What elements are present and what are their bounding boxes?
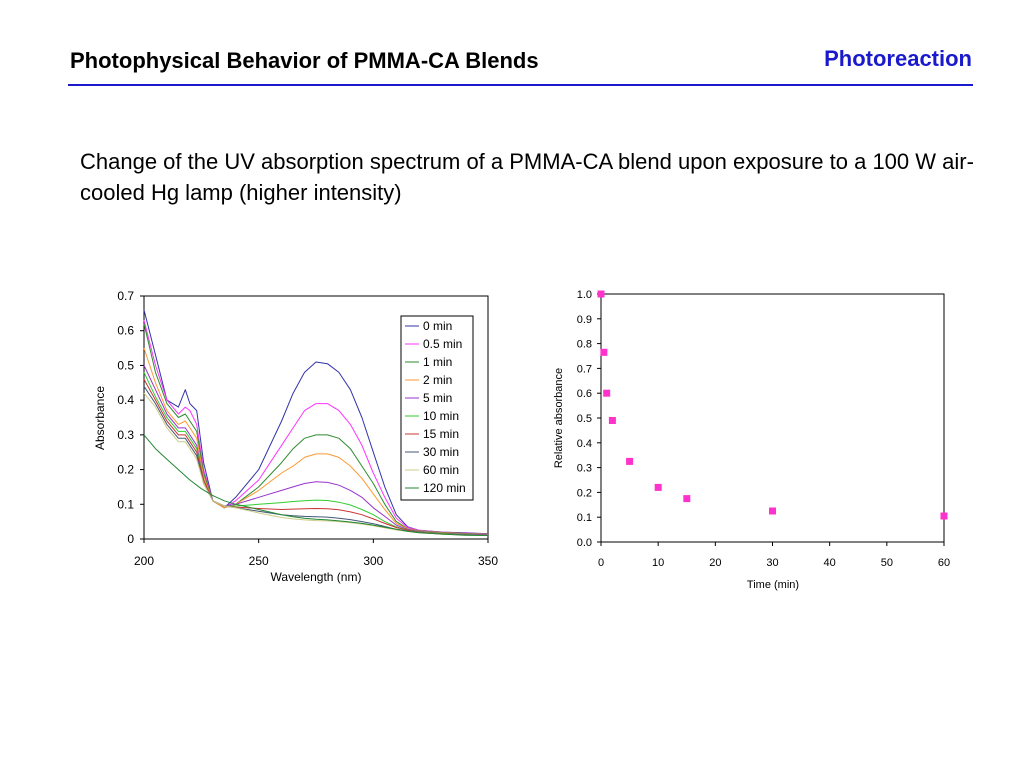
- spectrum-x-tick-label: 300: [363, 554, 383, 568]
- relative-y-tick-label: 0.3: [577, 463, 592, 475]
- spectrum-legend: 0 min 0.5 min 1 min 2 min 5 min 10 min 15 min 3…: [400, 315, 474, 501]
- spectrum-x-tick-label: 350: [478, 554, 498, 568]
- title-divider: [68, 84, 973, 86]
- spectrum-y-tick-label: 0.5: [117, 358, 134, 372]
- spectrum-axes: 0 0.1 0.2 0.3 0.4 0.5 0.6 0.7 200 250 300 350: [117, 289, 498, 568]
- spectrum-series-line: [143, 347, 489, 535]
- spectrum-series-line: [143, 309, 489, 535]
- spectrum-series-line: [143, 379, 489, 536]
- relative-data-point: [940, 512, 948, 520]
- relative-y-axis-label: Relative absorbance: [553, 368, 565, 468]
- relative-y-tick-label: 0.2: [577, 487, 592, 499]
- spectrum-series-line: [143, 320, 489, 535]
- relative-y-tick-label: 0.9: [577, 314, 592, 326]
- slide-title: Photophysical Behavior of PMMA-CA Blends: [70, 48, 539, 73]
- spectrum-y-tick-label: 0: [127, 532, 134, 546]
- spectrum-x-tick-label: 200: [134, 554, 154, 568]
- relative-y-tick-label: 0.4: [577, 438, 592, 450]
- spectrum-y-axis-label: Absorbance: [93, 386, 107, 450]
- spectrum-legend-box: [400, 315, 474, 501]
- relative-plot-frame: [600, 293, 945, 543]
- relative-data-point: [603, 389, 611, 397]
- relative-x-axis-label: Time (min): [747, 579, 799, 591]
- spectrum-plot-frame: [143, 295, 489, 540]
- relative-y-tick-label: 1.0: [577, 289, 592, 301]
- relative-y-tick-label: 0.7: [577, 363, 592, 375]
- relative-data-point: [600, 348, 608, 356]
- spectrum-y-tick-label: 0.1: [117, 497, 134, 511]
- legend-label: 2 min: [423, 373, 452, 387]
- spectrum-series-line: [143, 323, 489, 535]
- legend-label: 120 min: [423, 481, 466, 495]
- relative-data-point: [769, 507, 776, 515]
- relative-x-tick-label: 10: [652, 557, 664, 569]
- relative-x-tick-label: 30: [766, 557, 778, 569]
- spectrum-series-group: [143, 309, 489, 536]
- legend-label: 15 min: [423, 427, 459, 441]
- spectrum-series-line: [143, 365, 489, 536]
- relative-data-point: [597, 290, 605, 298]
- legend-label: 10 min: [423, 409, 459, 423]
- relative-y-tick-label: 0.5: [577, 413, 592, 425]
- legend-label: 30 min: [423, 445, 459, 459]
- legend-label: 60 min: [423, 463, 459, 477]
- relative-data-point: [626, 457, 634, 465]
- relative-y-tick-label: 0.0: [577, 537, 592, 549]
- spectrum-y-tick-label: 0.7: [117, 289, 134, 303]
- legend-label: 5 min: [423, 391, 452, 405]
- relative-y-tick-label: 0.8: [577, 339, 592, 351]
- relative-x-tick-label: 20: [709, 557, 721, 569]
- spectrum-y-tick-label: 0.3: [117, 428, 134, 442]
- relative-x-tick-label: 0: [598, 557, 604, 569]
- relative-x-tick-label: 40: [824, 557, 836, 569]
- relative-y-tick-label: 0.6: [577, 388, 592, 400]
- relative-data-point: [608, 417, 616, 424]
- spectrum-x-axis-label: Wavelength (nm): [271, 570, 362, 584]
- relative-axes: 0.0 0.1 0.2 0.3 0.4 0.5 0.6 0.7 0.8 0.9 1.0 0 10 20 30…: [577, 289, 950, 569]
- relative-data-point: [654, 483, 662, 491]
- legend-label: 0 min: [423, 319, 452, 333]
- spectrum-y-tick-label: 0.2: [117, 463, 134, 477]
- relative-x-tick-label: 60: [938, 557, 950, 569]
- legend-label: 0.5 min: [423, 337, 462, 351]
- spectrum-series-line: [143, 434, 489, 536]
- legend-label: 1 min: [423, 355, 452, 369]
- slide-caption: Change of the UV absorption spectrum of …: [80, 149, 974, 205]
- relative-x-tick-label: 50: [881, 557, 893, 569]
- spectrum-y-tick-label: 0.4: [117, 393, 134, 407]
- spectrum-y-tick-label: 0.6: [117, 324, 134, 338]
- section-tag: Photoreaction: [824, 46, 972, 71]
- relative-data-point: [683, 495, 691, 503]
- relative-y-tick-label: 0.1: [577, 512, 592, 524]
- relative-points-group: [597, 290, 948, 520]
- spectrum-x-tick-label: 250: [249, 554, 269, 568]
